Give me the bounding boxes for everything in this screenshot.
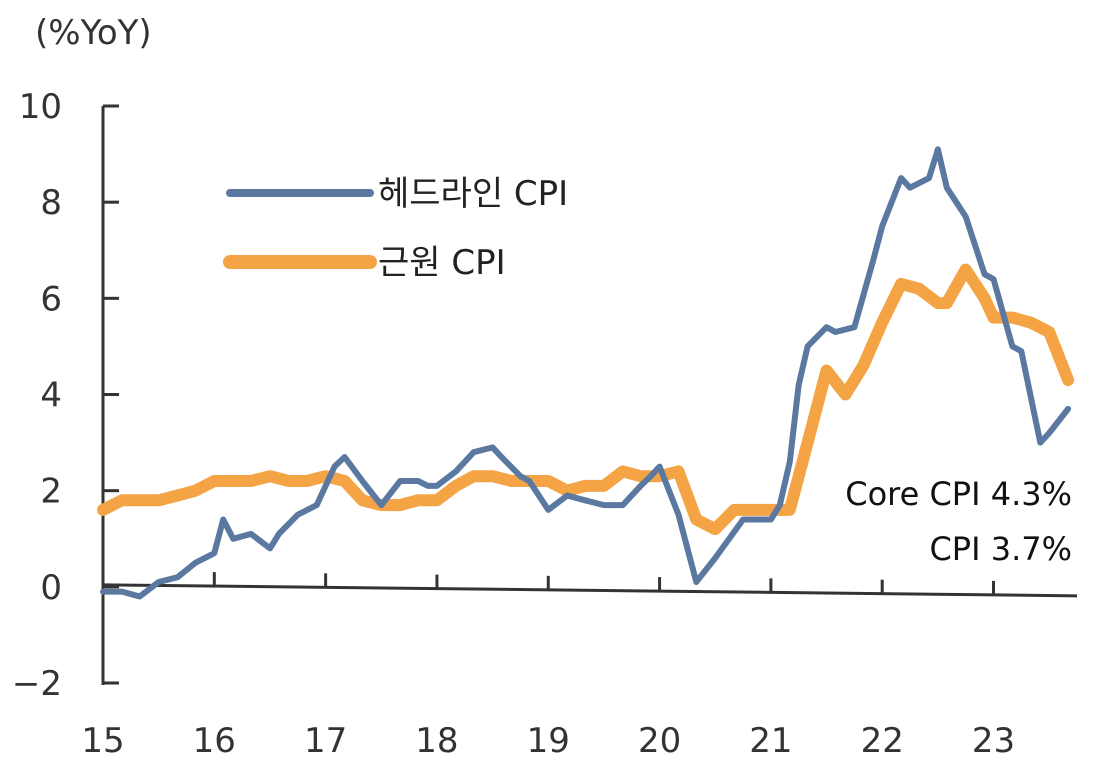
y-tick-label: 10 (19, 87, 62, 127)
y-tick-label: 8 (40, 183, 62, 223)
series-layer (97, 146, 1075, 600)
legend: 헤드라인 CPI 근원 CPI (223, 174, 568, 283)
legend-label-core: 근원 CPI (378, 243, 506, 283)
y-tick-label: 4 (40, 376, 62, 416)
x-tick-label: 19 (527, 721, 570, 761)
annotation-core-cpi: Core CPI 4.3% (845, 475, 1072, 513)
x-tick-label: 20 (638, 721, 681, 761)
x-tick-label: 18 (415, 721, 458, 761)
x-tick-label: 23 (972, 721, 1015, 761)
x-tick-label: 15 (81, 721, 124, 761)
y-tick-label: 6 (40, 279, 62, 319)
series-line-headline-cpi (100, 146, 1072, 600)
series-line-core-cpi (97, 263, 1075, 536)
x-axis: 15 16 17 18 19 20 21 22 23 (81, 570, 1078, 761)
x-tick-label: 22 (861, 721, 904, 761)
x-tick-label: 17 (304, 721, 347, 761)
legend-label-headline: 헤드라인 CPI (378, 174, 568, 214)
y-tick-label: −2 (12, 664, 62, 704)
y-tick-label: 2 (40, 472, 62, 512)
y-tick-label: 0 (40, 568, 62, 608)
x-tick-label: 16 (193, 721, 236, 761)
y-axis: −2 0 2 4 6 8 10 (12, 87, 119, 704)
x-tick-label: 21 (749, 721, 792, 761)
x-axis-line (102, 583, 1078, 598)
annotation-cpi: CPI 3.7% (929, 530, 1072, 568)
y-unit-label: (%YoY) (35, 13, 152, 53)
